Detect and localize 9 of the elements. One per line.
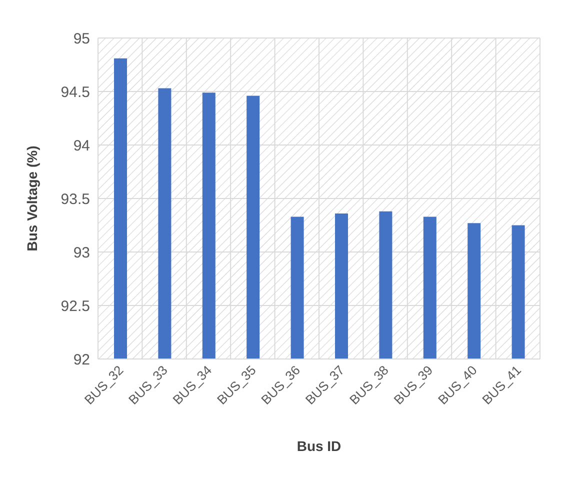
y-tick-label: 92.5 (60, 298, 90, 315)
y-tick-label: 93 (73, 244, 90, 262)
y-tick-label: 93.5 (60, 190, 90, 208)
y-tick-label: 94 (73, 137, 90, 154)
y-tick-label: 92 (73, 351, 90, 368)
y-axis-title: Bus Voltage (%) (24, 146, 40, 252)
y-tick-label: 95 (73, 30, 90, 48)
x-axis-title: Bus ID (296, 438, 342, 454)
y-tick-label: 94.5 (60, 84, 90, 101)
